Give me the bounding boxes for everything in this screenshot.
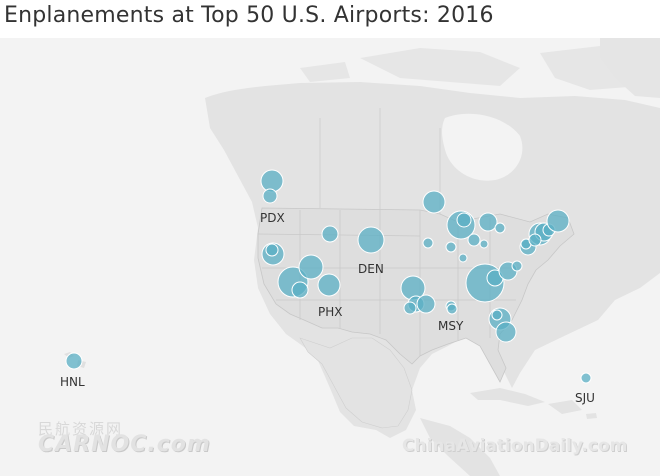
airport-bubble[interactable] (416, 294, 436, 314)
map[interactable]: PDX DEN PHX MSY HNL SJU (0, 38, 660, 476)
airport-bubble[interactable] (467, 233, 481, 247)
airport-bubble[interactable] (445, 241, 457, 253)
airport-bubble[interactable] (422, 190, 446, 214)
airport-bubble[interactable] (580, 372, 592, 384)
watermark-carnoc: CARNOC.com (38, 432, 211, 457)
hispaniola (548, 400, 597, 419)
airport-bubble[interactable] (491, 309, 503, 321)
airport-bubble[interactable] (321, 225, 339, 243)
airport-bubble[interactable] (495, 321, 517, 343)
airport-bubble[interactable] (298, 254, 324, 280)
airport-bubble[interactable] (479, 239, 489, 249)
watermark-cn: 民航资源网 (38, 420, 124, 438)
hudson-bay (442, 113, 523, 181)
airport-bubble[interactable] (291, 281, 309, 299)
airport-bubble[interactable] (357, 226, 385, 254)
label-den: DEN (358, 262, 384, 276)
airport-bubble[interactable] (65, 352, 83, 370)
airport-bubble[interactable] (260, 169, 284, 193)
airport-bubble[interactable] (494, 222, 506, 234)
airport-bubble[interactable] (546, 209, 570, 233)
greenland (600, 38, 660, 98)
airport-bubble[interactable] (446, 303, 458, 315)
airport-bubble[interactable] (403, 301, 417, 315)
airport-bubble[interactable] (422, 237, 434, 249)
map-canvas: PDX DEN PHX MSY HNL SJU (60, 38, 660, 476)
airport-bubble[interactable] (317, 273, 341, 297)
airport-bubble[interactable] (478, 212, 498, 232)
label-phx: PHX (318, 305, 342, 319)
airport-bubbles (65, 169, 592, 384)
arctic-islands (300, 46, 650, 90)
airport-bubble[interactable] (458, 253, 468, 263)
cuba (470, 388, 545, 406)
label-msy: MSY (438, 319, 464, 333)
label-pdx: PDX (260, 211, 285, 225)
central-america (420, 418, 500, 476)
page-title: Enplanements at Top 50 U.S. Airports: 20… (4, 3, 494, 28)
airport-bubble[interactable] (265, 243, 279, 257)
airport-bubble[interactable] (262, 188, 278, 204)
label-hnl: HNL (60, 375, 85, 389)
airport-bubble[interactable] (456, 212, 472, 228)
mexico-land (299, 337, 413, 429)
watermark-cad: ChinaAviationDaily.com (402, 436, 628, 456)
airport-bubble[interactable] (511, 260, 523, 272)
label-sju: SJU (575, 391, 595, 405)
airport-bubble[interactable] (528, 233, 542, 247)
